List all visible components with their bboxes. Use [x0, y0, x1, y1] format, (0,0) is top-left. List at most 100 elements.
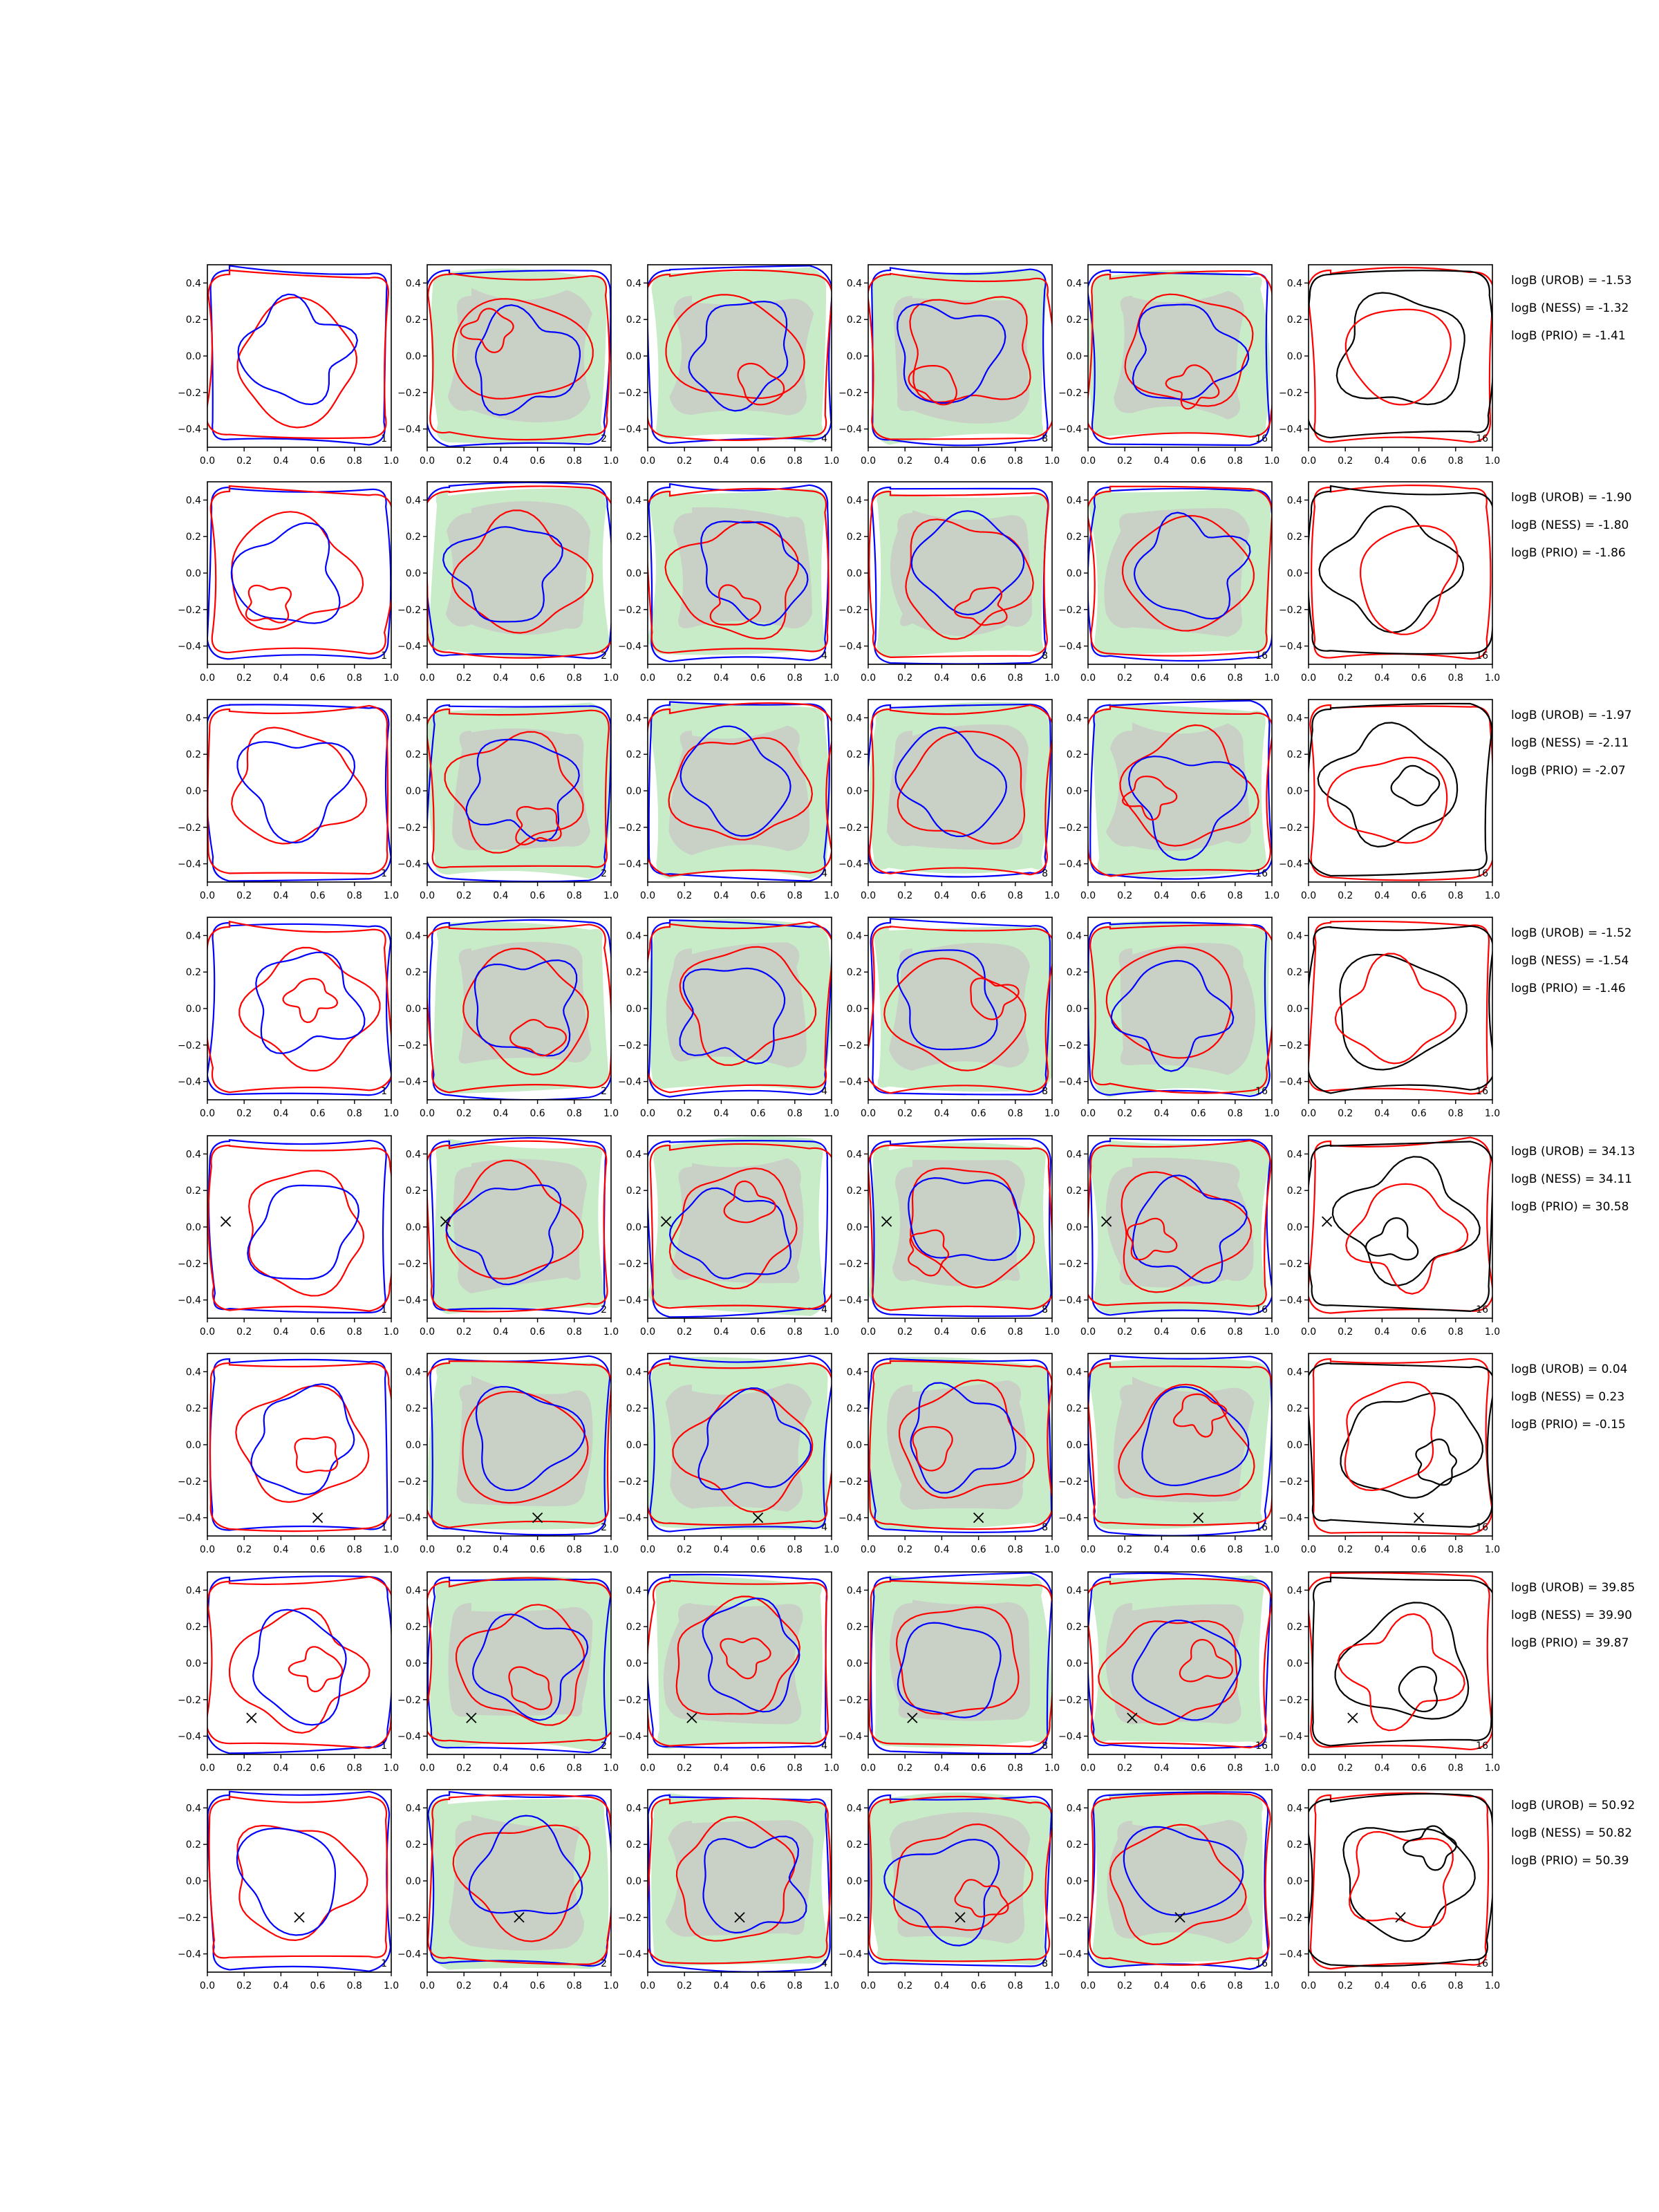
contour-line-inner	[1110, 959, 1235, 1072]
x-tick-label: 0.2	[236, 456, 252, 467]
panel-count-label: 2	[601, 1086, 607, 1097]
contour-line-outer	[868, 1144, 1052, 1311]
x-tick-label: 0.0	[1301, 1327, 1316, 1338]
y-tick-label: −0.4	[618, 641, 641, 653]
plot-area	[209, 1358, 391, 1533]
y-tick-label: −0.2	[838, 1695, 862, 1706]
x-tick-label: 0.6	[750, 1544, 765, 1555]
x-tick-label: 0.6	[1190, 1544, 1206, 1555]
x-tick-label: 0.0	[420, 1108, 435, 1119]
x-tick-label: 0.2	[1117, 1108, 1132, 1119]
x-tick-label: 0.6	[1190, 1980, 1206, 1991]
contour-line-inner	[1342, 1827, 1476, 1942]
x-tick-label: 0.0	[1301, 890, 1316, 901]
panel-count-label: 16	[1476, 1304, 1488, 1315]
contour-line-outer	[209, 1362, 391, 1533]
x-tick-label: 0.6	[971, 890, 986, 901]
contour-panel: 0.0 0.2 0.4 0.6 0.8 1.0 0.4 0.2 0.0 −0.2 −0.4 4	[618, 917, 839, 1119]
x-tick-label: 0.2	[1338, 456, 1353, 467]
y-tick-label: −0.2	[618, 1913, 641, 1924]
y-tick-label: 0.0	[626, 1876, 641, 1887]
y-tick-label: −0.2	[1279, 823, 1302, 834]
contour-line-outer	[1089, 700, 1272, 880]
plot-area	[648, 1573, 830, 1750]
contour-panel: 0.0 0.2 0.4 0.6 0.8 1.0 0.4 0.2 0.0 −0.2 −0.4 8	[838, 1571, 1060, 1774]
contour-line-inner	[1127, 756, 1248, 861]
contour-line-outer	[648, 702, 832, 877]
contour-line-outer	[207, 1138, 387, 1313]
x-tick-label: 0.4	[273, 1108, 288, 1119]
y-tick-label: −0.2	[618, 1695, 641, 1706]
x-tick-label: 0.8	[1448, 673, 1463, 684]
x-tick-label: 1.0	[603, 1544, 619, 1555]
x-tick-label: 0.8	[1448, 890, 1463, 901]
x-tick-label: 0.4	[1154, 1327, 1169, 1338]
x-tick-label: 0.8	[347, 673, 362, 684]
y-tick-label: −0.4	[1058, 1732, 1082, 1743]
x-tick-label: 1.0	[1485, 1108, 1500, 1119]
y-tick-label: 0.2	[1287, 1622, 1302, 1633]
x-tick-label: 1.0	[1264, 1327, 1280, 1338]
panel-count-label: 8	[1042, 650, 1048, 662]
x-tick-label: 0.6	[529, 1327, 545, 1338]
x-tick-label: 1.0	[824, 1108, 839, 1119]
x-tick-label: 1.0	[824, 673, 839, 684]
posterior-fill-inner	[445, 501, 591, 635]
x-tick-label: 0.2	[677, 1544, 692, 1555]
contour-line-inner	[908, 365, 957, 406]
x-tick-label: 0.0	[1080, 673, 1096, 684]
contour-line-outer	[1089, 924, 1272, 1094]
panel-count-label: 16	[1476, 868, 1488, 879]
posterior-fill-inner	[890, 510, 1033, 637]
x-tick-label: 1.0	[1044, 673, 1060, 684]
contour-line-inner	[445, 1159, 584, 1280]
plot-area	[207, 1138, 391, 1313]
y-tick-label: 0.0	[1067, 1222, 1082, 1233]
plot-area	[648, 1793, 832, 1972]
y-tick-label: 0.2	[626, 1839, 641, 1850]
plot-area	[648, 1136, 832, 1318]
x-tick-label: 0.8	[347, 890, 362, 901]
contour-line-inner	[910, 1382, 1017, 1494]
x-tick-label: 0.0	[861, 1544, 876, 1555]
contour-line-inner	[1121, 514, 1255, 632]
x-tick-label: 0.4	[493, 1327, 508, 1338]
x-tick-label: 0.4	[273, 1763, 288, 1774]
contour-panel: 0.0 0.2 0.4 0.6 0.8 1.0 0.4 0.2 0.0 −0.2 −0.4 1	[178, 1135, 399, 1338]
y-tick-label: −0.2	[618, 1259, 641, 1270]
x-tick-label: 0.8	[1448, 1980, 1463, 1991]
contour-line-outer	[427, 1577, 611, 1745]
x-tick-label: 0.4	[1154, 1763, 1169, 1774]
x-tick-label: 0.0	[1301, 456, 1316, 467]
contour-line-inner	[1344, 1381, 1436, 1492]
contour-panel: 0.0 0.2 0.4 0.6 0.8 1.0 0.4 0.2 0.0 −0.2 −0.4 1	[178, 1789, 399, 1991]
axes-frame	[1308, 917, 1493, 1100]
x-tick-label: 0.4	[713, 1544, 729, 1555]
plot-area	[1309, 1792, 1492, 1970]
contour-line-outer	[868, 1794, 1052, 1967]
logB-annotation: logB (UROB) = -1.53	[1511, 274, 1632, 288]
x-tick-label: 1.0	[384, 1108, 399, 1119]
contour-line-inner	[1165, 364, 1220, 410]
panel-count-label: 8	[1042, 1958, 1048, 1969]
x-tick-label: 0.2	[897, 1763, 912, 1774]
x-tick-label: 0.8	[1008, 1980, 1023, 1991]
contour-panel: 0.0 0.2 0.4 0.6 0.8 1.0 0.4 0.2 0.0 −0.2 −0.4 4	[618, 264, 839, 467]
panel-count-label: 2	[601, 1522, 607, 1533]
x-tick-label: 1.0	[1044, 1980, 1060, 1991]
true-position-marker	[881, 1216, 892, 1227]
x-tick-label: 0.8	[1228, 1327, 1243, 1338]
contour-line-outer	[207, 1575, 391, 1754]
contour-line-inner	[679, 725, 791, 837]
y-tick-label: 0.0	[186, 1876, 201, 1887]
contour-line-inner	[897, 303, 1006, 404]
x-tick-label: 0.8	[1448, 1327, 1463, 1338]
true-position-marker	[686, 1712, 697, 1723]
y-tick-label: 0.2	[1287, 1839, 1302, 1850]
contour-panel: 0.0 0.2 0.4 0.6 0.8 1.0 0.4 0.2 0.0 −0.2 −0.4 8	[838, 1789, 1060, 1991]
logB-annotation: logB (UROB) = 50.92	[1511, 1799, 1635, 1812]
posterior-fill-inner	[665, 1820, 814, 1937]
posterior-fill-inner	[458, 941, 592, 1064]
x-tick-label: 0.2	[1117, 1763, 1132, 1774]
plot-area	[868, 1572, 1052, 1754]
